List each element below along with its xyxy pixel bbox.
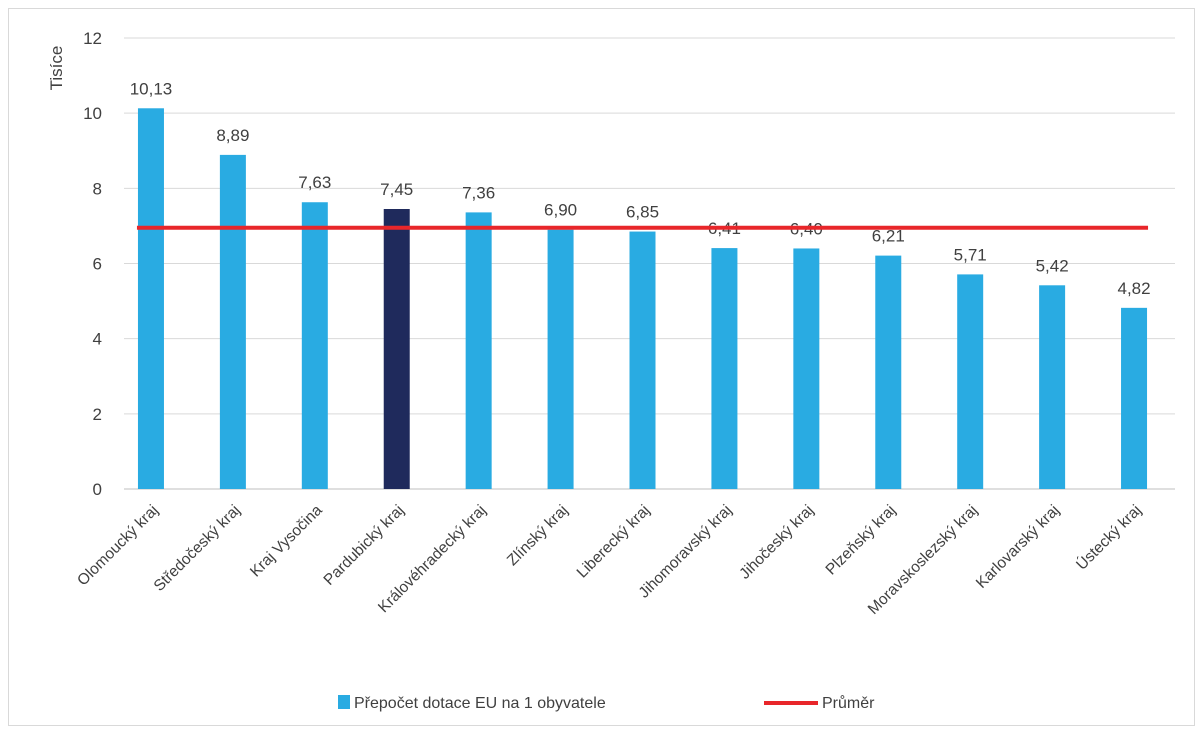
x-tick-label: Jihočeský kraj — [736, 502, 817, 583]
bar — [793, 248, 820, 489]
chart-frame — [8, 8, 1195, 726]
bar — [957, 274, 984, 489]
x-tick-label: Ústecký kraj — [1073, 502, 1145, 574]
bar — [875, 255, 902, 489]
x-tick-label: Kraj Vysočina — [247, 502, 326, 581]
bar — [219, 154, 246, 490]
legend: Přepočet dotace EU na 1 obyvatele Průměr — [338, 694, 875, 712]
data-labels: 10,138,897,637,457,366,906,856,416,406,2… — [130, 79, 1151, 298]
data-label: 7,63 — [298, 173, 331, 192]
bar — [465, 212, 492, 490]
y-tick-label: 12 — [83, 29, 102, 48]
bar — [1039, 285, 1066, 489]
data-label: 4,82 — [1117, 279, 1150, 298]
data-label: 5,42 — [1036, 256, 1069, 275]
y-tick-label: 10 — [83, 104, 102, 123]
x-tick-label: Karlovarský kraj — [973, 502, 1063, 592]
y-tick-label: 6 — [93, 255, 102, 274]
bar — [547, 229, 574, 490]
x-tick-label: Středočeský kraj — [151, 502, 244, 595]
y-axis: 0 2 4 6 8 10 12 — [83, 29, 102, 499]
bars — [137, 108, 1148, 490]
x-tick-label: Jihomoravský kraj — [636, 502, 736, 602]
y-tick-label: 0 — [93, 480, 102, 499]
legend-label-bars: Přepočet dotace EU na 1 obyvatele — [354, 695, 606, 712]
bar — [629, 231, 656, 489]
bar — [1121, 307, 1148, 489]
bar — [137, 108, 164, 490]
bar — [301, 202, 328, 489]
data-label: 5,71 — [954, 245, 987, 264]
data-label: 6,85 — [626, 203, 659, 222]
y-tick-label: 8 — [93, 179, 102, 198]
data-label: 7,45 — [380, 180, 413, 199]
data-label: 6,21 — [872, 227, 905, 246]
gridlines — [124, 37, 1175, 490]
x-tick-label: Pardubický kraj — [321, 502, 408, 589]
legend-label-average: Průměr — [822, 694, 875, 712]
data-label: 6,90 — [544, 201, 577, 220]
x-tick-label: Olomoucký kraj — [74, 502, 162, 590]
y-tick-label: 4 — [93, 330, 102, 349]
legend-swatch-bars — [338, 695, 350, 709]
data-label: 8,89 — [216, 126, 249, 145]
bar — [383, 209, 410, 490]
y-axis-title: Tisíce — [47, 46, 66, 91]
data-label: 10,13 — [130, 79, 173, 98]
y-tick-label: 2 — [93, 405, 102, 424]
bar — [711, 248, 738, 489]
x-tick-label: Zlínský kraj — [504, 502, 571, 569]
data-label: 7,36 — [462, 183, 495, 202]
x-tick-label: Liberecký kraj — [574, 502, 654, 582]
x-tick-label: Plzeňský kraj — [823, 502, 900, 579]
